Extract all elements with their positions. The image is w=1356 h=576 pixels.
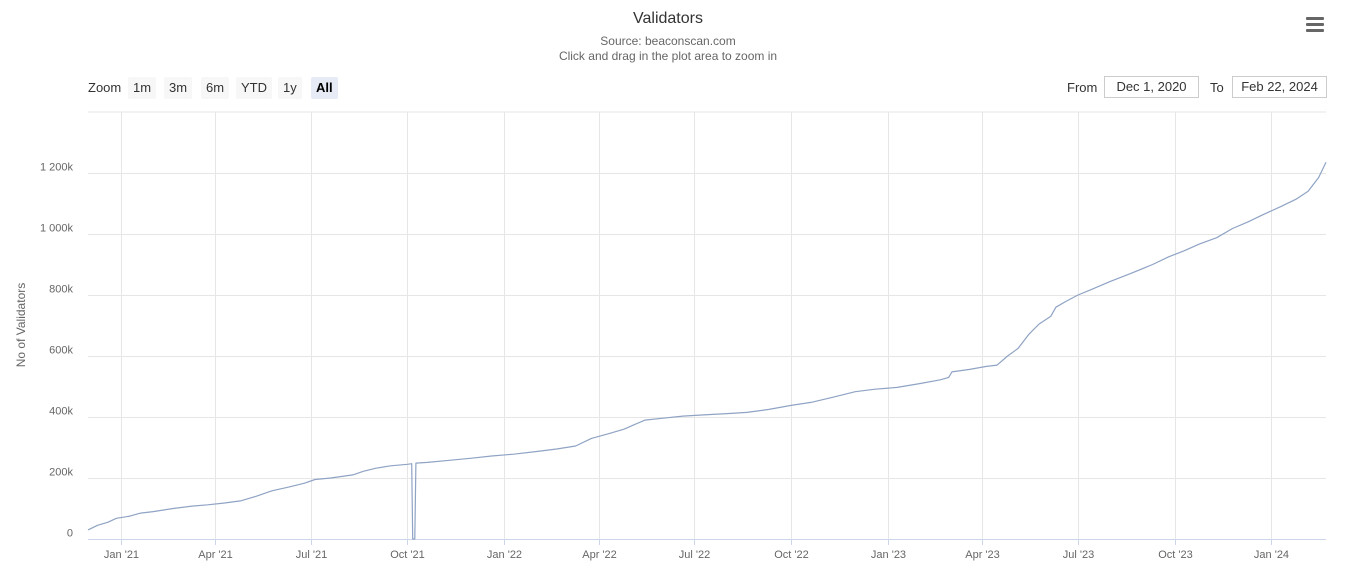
series-line-validators — [87, 162, 1327, 540]
hamburger-menu-icon[interactable] — [1302, 14, 1328, 38]
zoom-button-all[interactable]: All — [311, 77, 338, 99]
y-tick-label: 0 — [67, 528, 73, 540]
zoom-button-1m[interactable]: 1m — [128, 77, 157, 99]
y-tick-label: 1 000k — [40, 223, 74, 235]
x-tick-label: Apr '21 — [198, 549, 233, 561]
grid: 0 200k 400k 600k 800k 1 000k 1 200k Jan '21 Apr … — [40, 111, 1326, 561]
x-tick-label: Jul '23 — [1063, 549, 1094, 561]
x-tick-label: Jan '22 — [487, 549, 522, 561]
y-tick-label: 200k — [49, 467, 73, 479]
from-date-input[interactable]: Dec 1, 2020 — [1104, 76, 1199, 98]
chart-subtitle-source: Source: beaconscan.com — [600, 34, 736, 48]
x-tick-label: Apr '23 — [965, 549, 1000, 561]
from-label: From — [1067, 80, 1098, 95]
x-tick-label: Oct '23 — [1158, 549, 1193, 561]
to-date-input[interactable]: Feb 22, 2024 — [1232, 76, 1327, 98]
zoom-button-ytd[interactable]: YTD — [236, 77, 272, 99]
zoom-button-3m[interactable]: 3m — [164, 77, 193, 99]
chart-title: Validators — [633, 10, 703, 27]
y-axis-title: No of Validators — [14, 283, 28, 368]
chart-subtitle-hint: Click and drag in the plot area to zoom … — [558, 49, 778, 63]
y-tick-label: 800k — [49, 284, 73, 296]
zoom-label: Zoom — [88, 80, 122, 95]
y-tick-label: 400k — [49, 406, 73, 418]
x-tick-label: Jan '24 — [1254, 549, 1289, 561]
x-tick-label: Oct '22 — [774, 549, 809, 561]
y-tick-label: 1 200k — [40, 162, 74, 174]
y-tick-label: 600k — [49, 345, 73, 357]
x-tick-label: Jul '22 — [679, 549, 710, 561]
zoom-button-6m[interactable]: 6m — [201, 77, 230, 99]
x-tick-label: Apr '22 — [582, 549, 617, 561]
x-tick-label: Jan '23 — [871, 549, 906, 561]
to-label: To — [1210, 80, 1224, 95]
x-tick-label: Jan '21 — [104, 549, 139, 561]
zoom-button-1y[interactable]: 1y — [278, 77, 302, 99]
x-tick-label: Jul '21 — [296, 549, 327, 561]
x-tick-label: Oct '21 — [390, 549, 425, 561]
